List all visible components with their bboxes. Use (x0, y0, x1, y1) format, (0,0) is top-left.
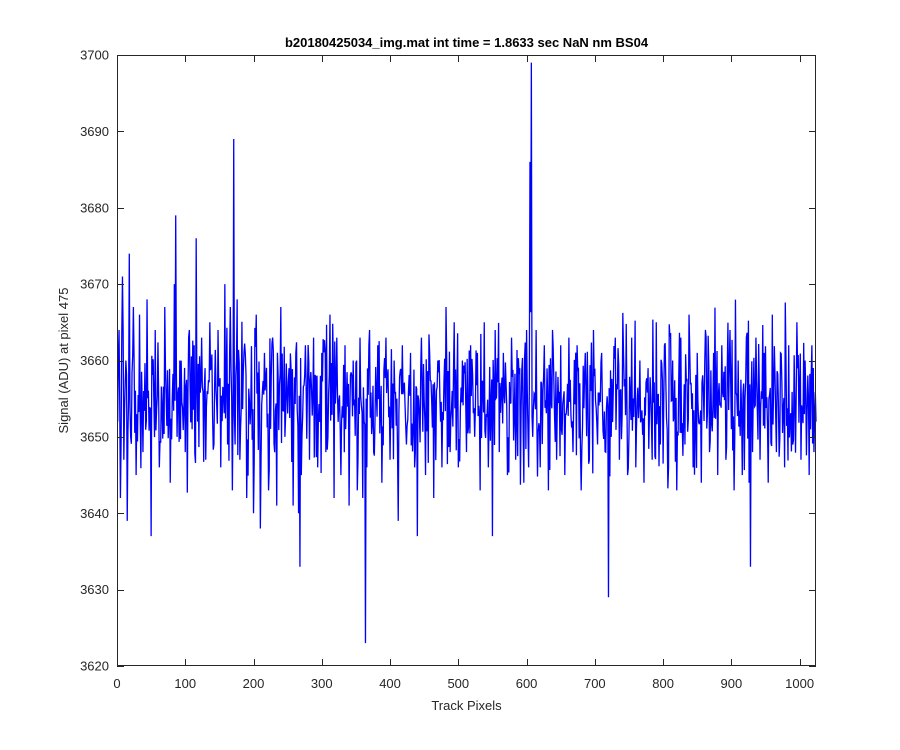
x-tick-label: 600 (516, 676, 538, 691)
chart-title: b20180425034_img.mat int time = 1.8633 s… (285, 35, 649, 50)
y-tick-label: 3700 (80, 48, 109, 63)
y-tick-label: 3690 (80, 124, 109, 139)
y-tick-label: 3680 (80, 200, 109, 215)
x-axis-title: Track Pixels (431, 698, 502, 713)
y-tick-label: 3630 (80, 582, 109, 597)
tick-layer: 0 100 200 300 400 500 600 700 800 900 1000 3620 3630… (80, 48, 816, 691)
x-tick-label: 300 (311, 676, 333, 691)
series-layer (117, 62, 817, 644)
plot-area (117, 55, 816, 666)
y-tick-label: 3670 (80, 277, 109, 292)
y-tick-label: 3660 (80, 353, 109, 368)
x-tick-label: 200 (243, 676, 265, 691)
y-axis-title: Signal (ADU) at pixel 475 (56, 288, 71, 434)
x-tick-label: 800 (652, 676, 674, 691)
y-tick-label: 3640 (80, 506, 109, 521)
x-tick-label: 1000 (785, 676, 814, 691)
x-tick-label: 500 (447, 676, 469, 691)
y-tick-label: 3650 (80, 429, 109, 444)
plot-frame (117, 55, 816, 666)
x-tick-label: 900 (721, 676, 743, 691)
x-tick-label: 100 (174, 676, 196, 691)
x-tick-label: 400 (379, 676, 401, 691)
x-tick-label: 700 (584, 676, 606, 691)
y-tick-label: 3620 (80, 659, 109, 674)
x-tick-label: 0 (113, 676, 120, 691)
series-line-0 (117, 62, 817, 644)
